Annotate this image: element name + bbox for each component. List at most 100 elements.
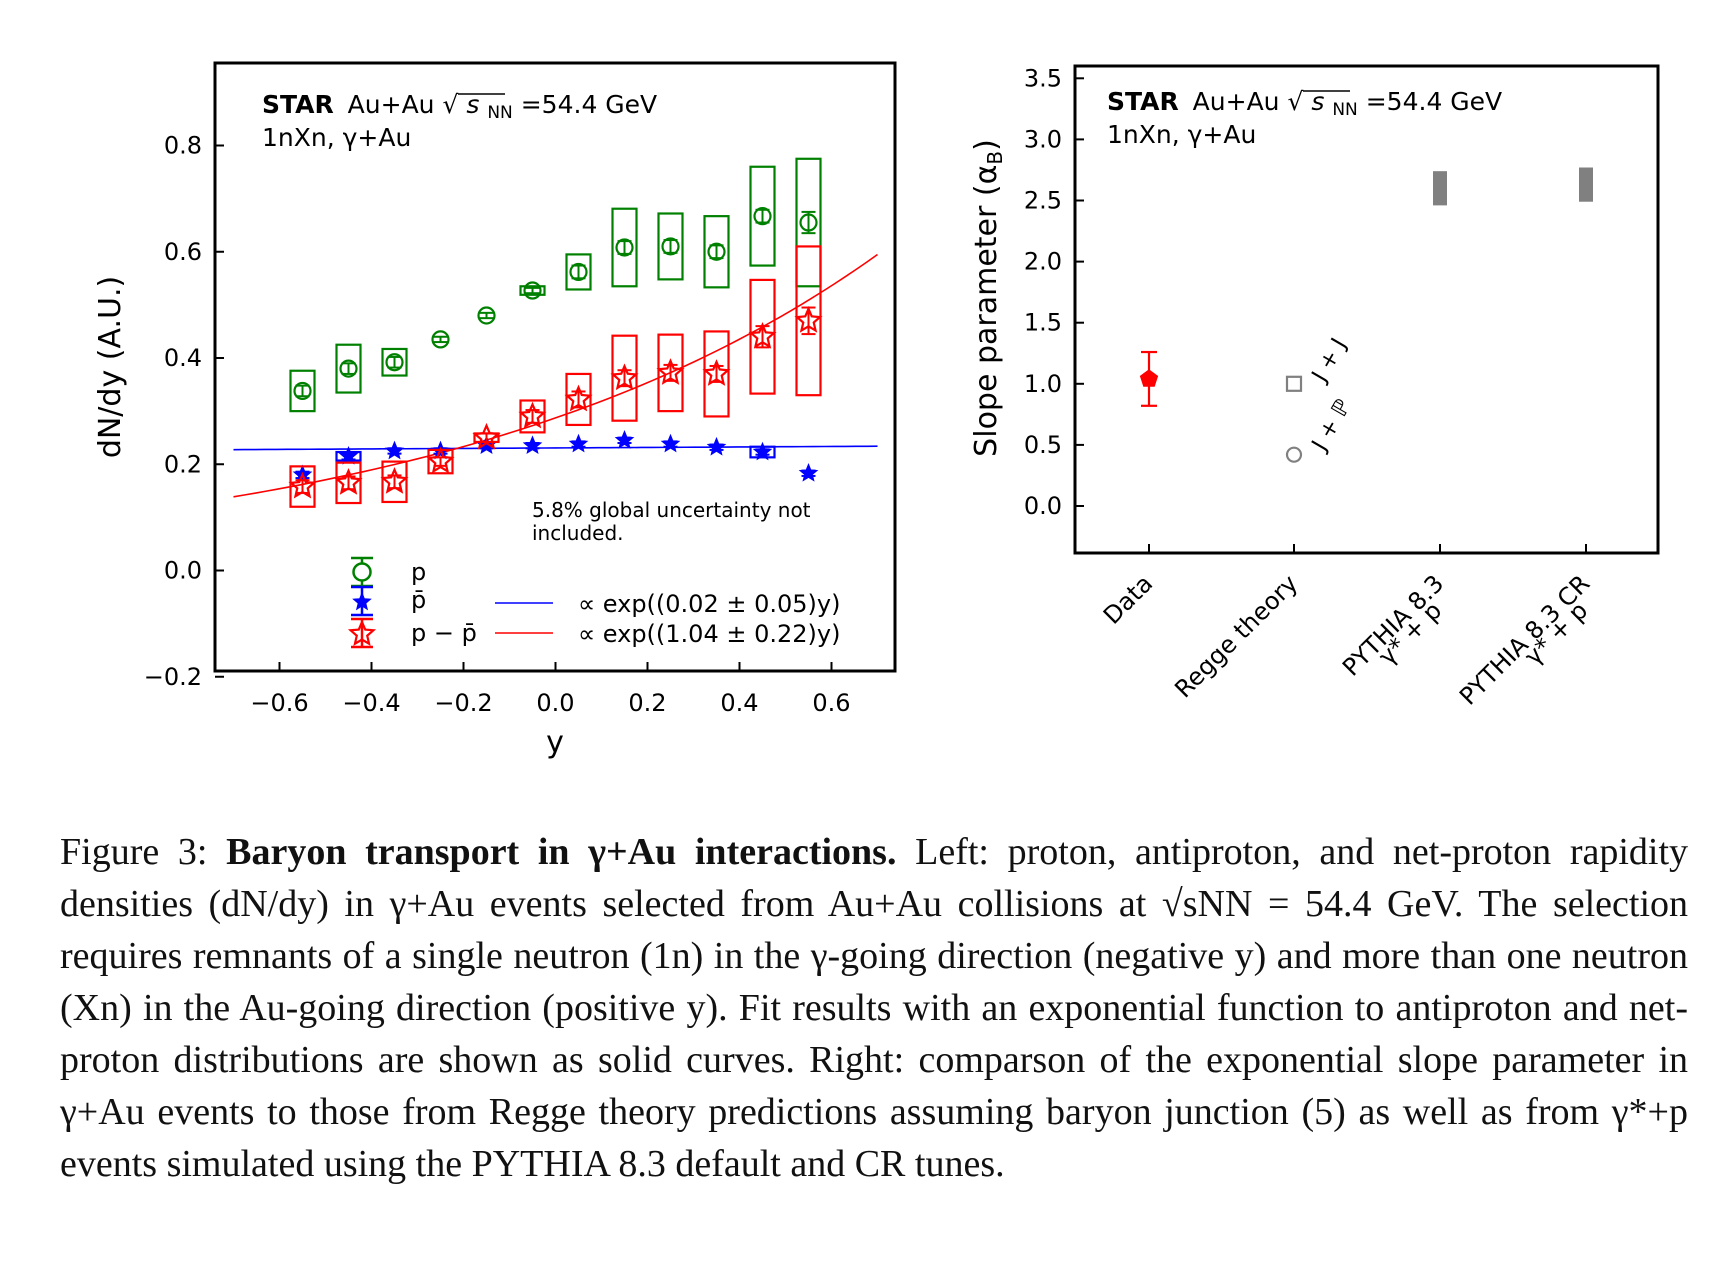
sys-box xyxy=(565,253,592,291)
pbar-point xyxy=(614,430,635,449)
net-point xyxy=(794,306,823,333)
p-point xyxy=(293,381,312,401)
p-point xyxy=(477,306,496,325)
pbar-point xyxy=(798,462,819,482)
pbar-point xyxy=(660,433,681,453)
sys-box xyxy=(381,460,408,504)
sys-box xyxy=(749,278,776,395)
pbar-point xyxy=(568,433,589,453)
sys-box xyxy=(565,372,592,427)
caption-body: Left: proton, antiproton, and net-proton… xyxy=(60,831,1689,1185)
left-x-tick-label: 0.2 xyxy=(628,689,666,717)
sys-box xyxy=(611,207,638,288)
left-y-tick-label: 0.0 xyxy=(164,557,202,585)
right-y-tick-label: 0.0 xyxy=(1024,492,1062,520)
right-y-ticks: 0.0 0.5 1.0 1.5 2.0 2.5 3.0 3.5 xyxy=(1024,64,1084,520)
regge-jp-point xyxy=(1285,446,1303,463)
label-j-plus-j: J + J xyxy=(1307,334,1352,388)
p-point xyxy=(523,281,542,300)
net-point xyxy=(380,466,409,494)
right-x-ticks: Data Regge theory PYTHIA 8.3γ* + p PYTHIA 8… xyxy=(1098,544,1595,711)
caption-label: Figure 3: xyxy=(60,831,208,873)
left-x-axis-label: y xyxy=(546,725,564,760)
left-x-tick-label: 0.0 xyxy=(536,689,574,717)
legend-p-marker xyxy=(351,556,373,588)
note-line1: 5.8% global uncertainty not xyxy=(532,498,811,522)
left-x-tick-label: 0.6 xyxy=(812,689,850,717)
legend-pbar-star xyxy=(352,591,372,611)
sys-box xyxy=(611,334,638,422)
right-x-tick-label: PYTHIA 8.3 CR xyxy=(1454,569,1595,710)
left-header-line1: STAR Au+Au √ s NN =54.4 GeV xyxy=(262,90,657,124)
left-x-tick-label: −0.4 xyxy=(342,689,400,717)
left-y-tick-label: 0.6 xyxy=(164,238,202,266)
net-point xyxy=(564,384,593,412)
left-y-tick-label: 0.4 xyxy=(164,344,202,372)
caption-title: Baryon transport in γ+Au interactions. xyxy=(226,831,897,873)
caption-paragraph: Figure 3: Baryon transport in γ+Au inter… xyxy=(60,826,1688,1190)
net-point xyxy=(334,468,363,495)
sys-box xyxy=(657,212,684,281)
label-j-plus-pomeron: J + ℙ xyxy=(1307,395,1357,456)
figure: −0.6 −0.4 −0.2 0.0 0.2 0.4 0.6 −0.2 0.0 0.2 0.4 0.… xyxy=(93,61,1660,760)
figure-caption: Figure 3: Baryon transport in γ+Au inter… xyxy=(60,826,1688,1190)
pbar-point xyxy=(338,445,359,465)
left-y-tick-label: −0.2 xyxy=(144,663,202,691)
left-y-tick-label: 0.8 xyxy=(164,132,202,160)
p-point xyxy=(569,262,588,282)
fit-curve xyxy=(233,253,878,498)
right-header-line2: 1nXn, γ+Au xyxy=(1107,120,1256,149)
p-point xyxy=(753,207,772,226)
p-point xyxy=(707,242,726,261)
sys-box xyxy=(289,369,316,413)
pbar-point xyxy=(384,440,405,460)
right-plot-frame xyxy=(1073,64,1660,555)
data-point xyxy=(1139,369,1159,387)
sys-box xyxy=(335,461,362,505)
legend-net-star xyxy=(347,619,377,646)
net-point xyxy=(702,359,731,386)
legend-net-label: p − p̄ xyxy=(411,619,477,647)
p-point xyxy=(661,237,680,256)
left-data-layer xyxy=(233,157,878,508)
right-y-tick-label: 1.5 xyxy=(1024,309,1062,337)
left-header-line2: 1nXn, γ+Au xyxy=(262,123,411,152)
net-point xyxy=(288,471,317,499)
net-point xyxy=(748,321,777,349)
legend-fit-net-label: ∝ exp((1.04 ± 0.22)y) xyxy=(578,620,840,648)
net-point xyxy=(610,363,639,391)
sys-box xyxy=(795,157,822,288)
note-line2: included. xyxy=(532,521,624,545)
right-y-tick-label: 1.0 xyxy=(1024,370,1062,398)
sys-box xyxy=(657,333,684,413)
sys-box xyxy=(289,465,316,508)
pbar-point xyxy=(522,435,543,455)
right-y-tick-label: 3.0 xyxy=(1024,125,1062,153)
left-x-ticks: −0.6 −0.4 −0.2 0.0 0.2 0.4 0.6 xyxy=(250,662,851,717)
net-point xyxy=(472,422,501,450)
p-point xyxy=(385,353,404,372)
right-x-tick-label: Regge theory xyxy=(1169,569,1303,703)
left-chart: −0.6 −0.4 −0.2 0.0 0.2 0.4 0.6 −0.2 0.0 0.2 0.4 0.… xyxy=(93,61,897,760)
pythia-band xyxy=(1433,171,1447,206)
net-point xyxy=(426,446,455,474)
pbar-point xyxy=(752,441,773,461)
left-y-axis-label: dN/dy (A.U.) xyxy=(93,276,128,458)
figure-svg: −0.6 −0.4 −0.2 0.0 0.2 0.4 0.6 −0.2 0.0 0.2 0.4 0.… xyxy=(93,61,1660,760)
left-y-tick-label: 0.2 xyxy=(164,450,202,478)
left-y-ticks: −0.2 0.0 0.2 0.4 0.6 0.8 xyxy=(144,132,224,691)
sys-box xyxy=(335,343,362,394)
net-point xyxy=(518,401,547,429)
legend-net-marker xyxy=(347,617,377,649)
right-data-layer xyxy=(1139,167,1593,463)
p-point xyxy=(339,359,358,378)
sys-box xyxy=(381,347,408,377)
net-point xyxy=(656,358,685,385)
sys-box xyxy=(703,330,730,418)
right-y-tick-label: 2.5 xyxy=(1024,187,1062,215)
fit-curve xyxy=(233,445,878,451)
sys-box xyxy=(519,399,546,434)
pbar-point xyxy=(706,436,727,456)
legend-p-label: p xyxy=(411,558,426,586)
right-y-axis-label: Slope parameter (αB) xyxy=(969,139,1007,457)
